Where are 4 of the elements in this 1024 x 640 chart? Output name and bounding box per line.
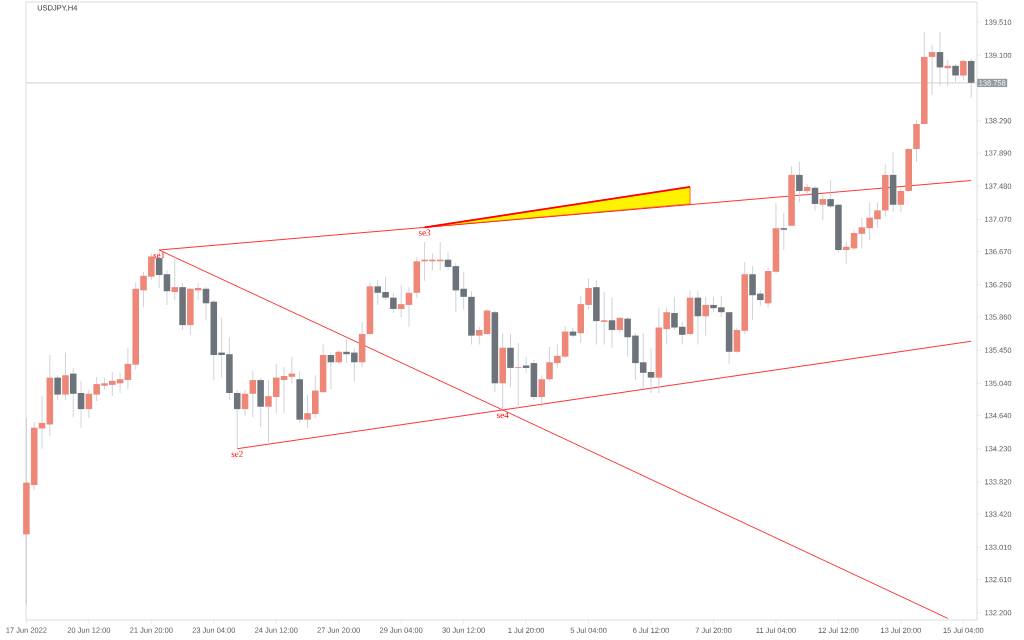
annotation: se4 [497, 412, 509, 419]
annotation: se3 [419, 229, 431, 236]
annotation: se2 [231, 450, 243, 457]
annotation: se1 [153, 252, 165, 259]
